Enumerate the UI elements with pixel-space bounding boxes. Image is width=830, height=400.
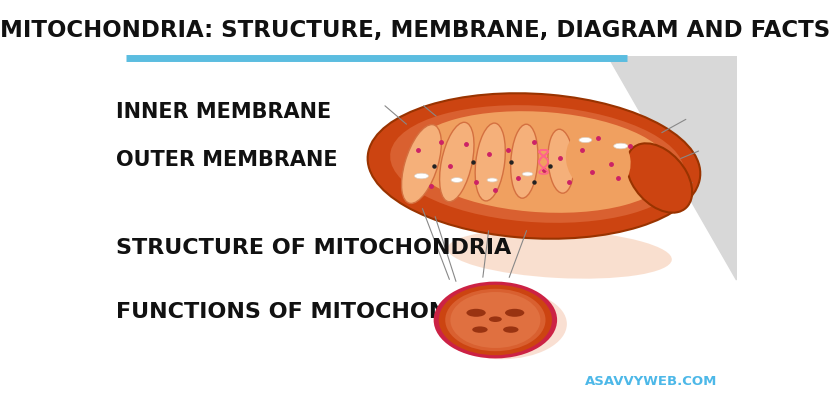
Circle shape [433,282,557,358]
Ellipse shape [402,124,442,204]
Ellipse shape [475,123,505,201]
Ellipse shape [548,129,574,193]
Ellipse shape [566,126,631,194]
Ellipse shape [409,111,671,213]
Text: OUTER MEMBRANE: OUTER MEMBRANE [116,150,338,170]
Ellipse shape [451,178,462,182]
FancyBboxPatch shape [94,0,736,56]
Ellipse shape [489,316,502,322]
Ellipse shape [472,326,488,333]
Text: INNER MEMBRANE: INNER MEMBRANE [116,102,331,122]
Ellipse shape [613,143,627,149]
Ellipse shape [414,173,428,179]
Circle shape [445,289,545,351]
Text: ASAVVYWEB.COM: ASAVVYWEB.COM [585,375,717,388]
Ellipse shape [503,326,519,333]
Ellipse shape [440,122,474,202]
Ellipse shape [627,143,692,213]
Ellipse shape [437,289,567,359]
Ellipse shape [522,172,533,176]
Ellipse shape [368,93,701,239]
Ellipse shape [447,229,671,279]
Polygon shape [479,0,736,280]
Ellipse shape [510,124,538,198]
Circle shape [451,292,540,348]
Ellipse shape [466,309,486,317]
Ellipse shape [390,105,684,223]
Text: FUNCTIONS OF MITOCHONDRIA: FUNCTIONS OF MITOCHONDRIA [116,302,508,322]
Text: STRUCTURE OF MITOCHONDRIA: STRUCTURE OF MITOCHONDRIA [116,238,511,258]
Ellipse shape [579,138,592,143]
Text: MITOCHONDRIA: STRUCTURE, MEMBRANE, DIAGRAM AND FACTS: MITOCHONDRIA: STRUCTURE, MEMBRANE, DIAGR… [0,18,830,42]
Circle shape [439,285,552,355]
Ellipse shape [505,309,525,317]
Ellipse shape [487,178,497,182]
